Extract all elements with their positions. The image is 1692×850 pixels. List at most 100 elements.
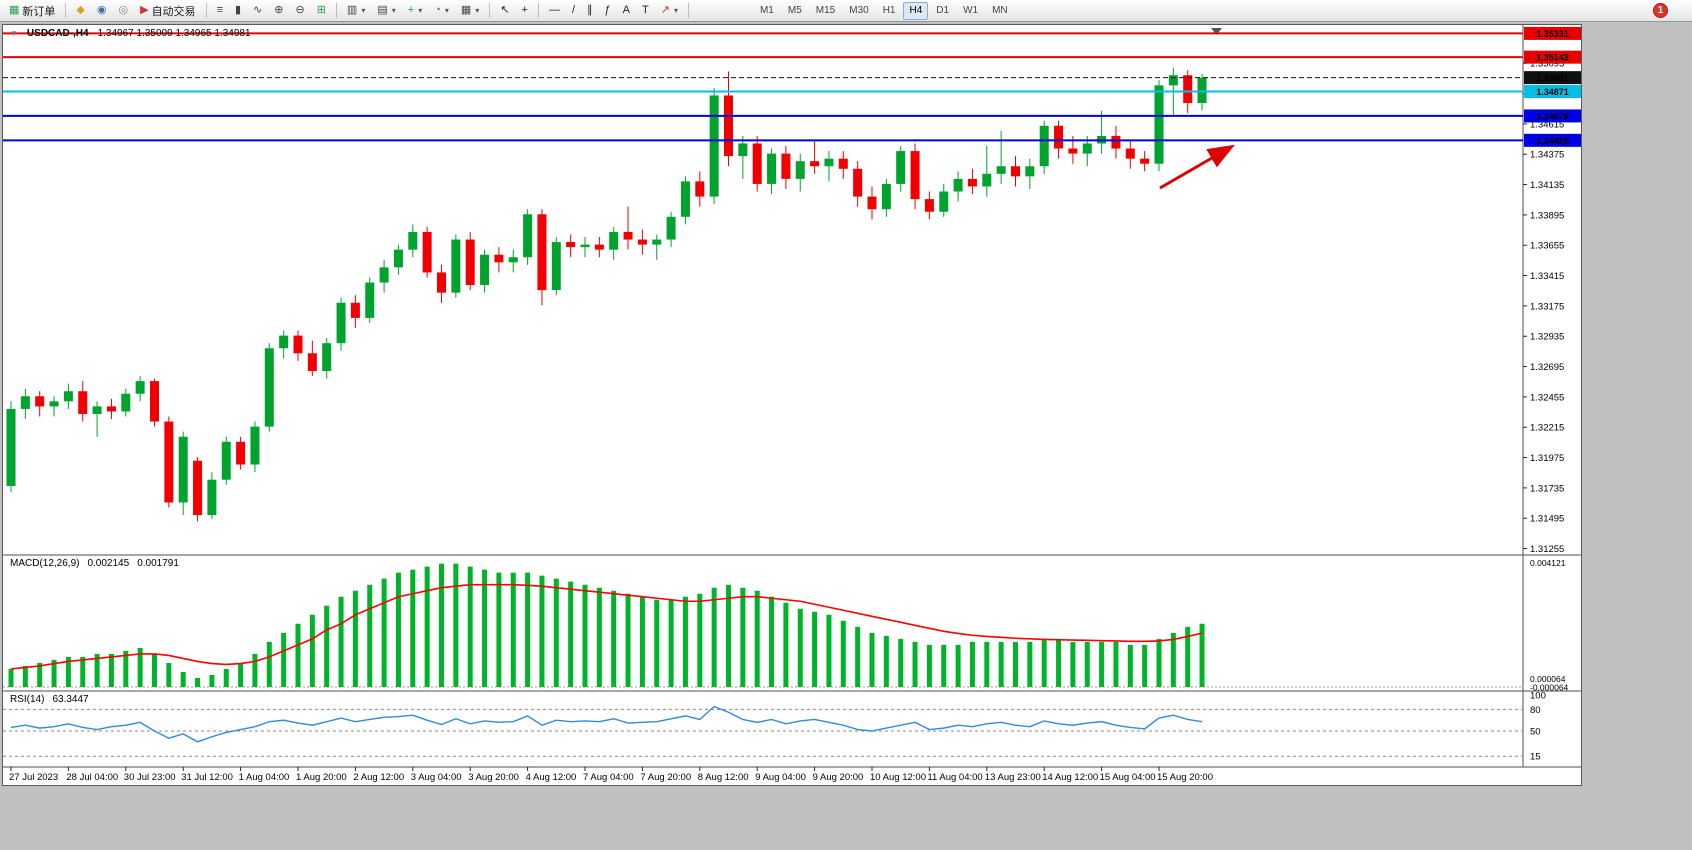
candle-body (20, 396, 30, 409)
candle-body (580, 244, 590, 248)
chevron-down-icon: ▾ (475, 6, 480, 15)
profiles-button[interactable]: ▤ ▾ (372, 2, 400, 20)
price-tick-label: 1.31255 (1530, 544, 1564, 555)
chevron-down-icon: ▾ (418, 6, 423, 15)
time-axis-label: 27 Jul 2023 (9, 772, 58, 783)
price-tick-label: 1.34615 (1530, 119, 1564, 130)
trendline-button[interactable]: / (567, 2, 580, 20)
macd-histogram (8, 563, 1205, 687)
timeframe-w1-button[interactable]: W1 (963, 5, 979, 16)
autotrading-button[interactable]: ▶ 自动交易 (135, 2, 200, 20)
support-button[interactable]: ◎ (113, 2, 133, 20)
fibonacci-button[interactable]: ƒ (600, 2, 616, 20)
chart-canvas[interactable]: 1.350951.348551.346151.343751.341351.338… (3, 25, 1581, 785)
candle-body (1154, 85, 1164, 164)
text-label-button[interactable]: T (637, 2, 654, 20)
time-axis-label: 13 Aug 23:00 (985, 772, 1041, 783)
candle-body (551, 242, 561, 291)
macd-axis-label: -0.000064 (1530, 683, 1569, 693)
candle-body (752, 143, 762, 184)
rsi-axis-label: 50 (1530, 727, 1541, 738)
chevron-down-icon: ▾ (391, 6, 396, 15)
candle-body (92, 406, 102, 414)
channel-button[interactable]: ∥ (582, 2, 598, 20)
candlestick-chart-button[interactable]: ▮ (230, 2, 246, 20)
bar-chart-button[interactable]: ≡ (212, 2, 228, 20)
candle-body (150, 381, 159, 422)
candle-body (824, 158, 834, 167)
timeframe-m30-button[interactable]: M30 (849, 5, 869, 16)
chart-collapse-icon[interactable]: ▼ (10, 29, 18, 38)
annotation-arrow[interactable] (1159, 144, 1235, 190)
main-toolbar: ▦ 新订单 ◆ ◉ ◎ ▶ 自动交易 ≡ ▮ ∿ ⊕ ⊖ ⊞ ▥ ▾ ▤ ▾ + ▾ ◔ ▾ ▦ ▾ ↖ + — / ∥ ƒ A T ↗ ▾ M1… (0, 0, 1692, 22)
candle-body (881, 183, 891, 210)
chart-window: 1.350951.348551.346151.343751.341351.338… (2, 24, 1582, 786)
arrows-button[interactable]: ↗ ▾ (656, 2, 683, 20)
notification-badge[interactable]: 1 (1653, 3, 1668, 18)
macd-signal-line (10, 583, 1203, 670)
tile-windows-button[interactable]: ⊞ (312, 2, 331, 20)
chart-title-bar: ▼ USDCAD-,H4 1.34967 1.35009 1.34965 1.3… (10, 28, 251, 39)
resistance-line-135331-label (1524, 26, 1581, 40)
zoom-out-button[interactable]: ⊖ (290, 2, 309, 20)
timeframe-m15-button[interactable]: M15 (815, 5, 836, 16)
timeframe-h1-button[interactable]: H1 (882, 5, 896, 16)
time-axis-label: 9 Aug 04:00 (755, 772, 806, 783)
candle-body (1054, 125, 1064, 149)
candle-body (350, 302, 360, 318)
resistance-line-135331-label-text: 1.35331 (1536, 29, 1569, 39)
timeframe-h4-button[interactable]: H4 (903, 1, 929, 20)
macd-label: MACD(12,26,9) 0.002145 0.001791 (10, 558, 179, 569)
crosshair-button[interactable]: + (517, 2, 533, 20)
price-tick-label: 1.33175 (1530, 301, 1564, 312)
community-button[interactable]: ◉ (92, 2, 112, 20)
timeframe-d1-button[interactable]: D1 (936, 5, 950, 16)
new-chart-button[interactable]: ▥ ▾ (342, 2, 370, 20)
candle-body (1025, 166, 1035, 177)
fibonacci-icon: ƒ (604, 4, 611, 16)
chart-shift-marker (1211, 28, 1222, 35)
candle-body (1082, 143, 1092, 154)
indicators-button[interactable]: + ▾ (403, 2, 427, 20)
time-axis-label: 1 Aug 20:00 (296, 772, 347, 783)
chevron-down-icon: ▾ (361, 6, 366, 15)
text-button[interactable]: A (618, 2, 635, 20)
resistance-line-135143-label-text: 1.35143 (1536, 53, 1569, 63)
price-tick-label: 1.34135 (1530, 180, 1564, 191)
time-axis-label: 1 Aug 04:00 (239, 772, 290, 783)
cursor-button[interactable]: ↖ (495, 2, 514, 20)
candle-body (924, 199, 934, 212)
templates-button[interactable]: ▦ ▾ (456, 2, 484, 20)
timeframe-m1-button[interactable]: M1 (759, 5, 774, 16)
clock-icon: ◔ (434, 4, 441, 16)
templates-icon: ▦ (460, 4, 472, 16)
candle-body (379, 267, 389, 283)
price-tick-label: 1.32215 (1530, 423, 1564, 434)
candle-body (293, 335, 303, 354)
candle-body (680, 181, 690, 217)
level-line-134871-label-text: 1.34871 (1536, 87, 1569, 97)
current-price-line-label (1524, 71, 1581, 85)
candle-body (250, 426, 260, 465)
candle-body (853, 168, 863, 197)
candle-body (1068, 148, 1078, 154)
candle-body (982, 173, 992, 187)
time-axis-label: 10 Aug 12:00 (870, 772, 926, 783)
horizontal-line-button[interactable]: — (544, 2, 565, 20)
periods-button[interactable]: ◔ ▾ (429, 2, 454, 20)
rsi-axis-label: 80 (1530, 705, 1541, 716)
rsi-line (10, 705, 1203, 743)
candlestick-series (6, 67, 1207, 522)
metaeditor-button[interactable]: ◆ (71, 2, 89, 20)
timeframe-m5-button[interactable]: M5 (787, 5, 802, 16)
candle-body (996, 166, 1006, 174)
line-chart-button[interactable]: ∿ (248, 2, 267, 20)
candle-body (393, 249, 403, 268)
resistance-line-135143-label (1524, 50, 1581, 64)
new-order-button[interactable]: ▦ 新订单 (4, 2, 60, 20)
candle-body (437, 272, 446, 293)
text-label-icon: T (642, 4, 649, 16)
timeframe-mn-button[interactable]: MN (992, 5, 1008, 16)
zoom-in-button[interactable]: ⊕ (269, 2, 288, 20)
price-tick-label: 1.33895 (1530, 210, 1564, 221)
